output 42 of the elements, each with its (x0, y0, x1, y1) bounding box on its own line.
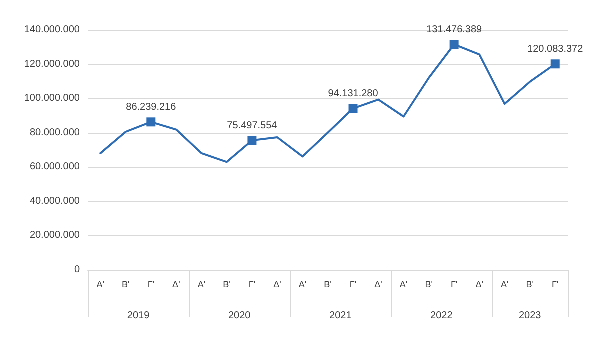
x-tick-label: A' (96, 280, 105, 290)
text: 2023 (518, 310, 542, 322)
data-label: 120.083.372 (528, 44, 584, 56)
text: 2020 (228, 310, 252, 322)
x-tick-label: B' (122, 280, 130, 290)
x-tick-label: Γ' (148, 280, 155, 290)
x-tick-label: Δ' (274, 280, 282, 290)
point (146, 118, 156, 127)
x-tick-label: Δ' (374, 280, 383, 290)
x-tick-label: A' (298, 280, 307, 290)
x-tick-label: B' (324, 280, 332, 290)
x-tick-label: B' (526, 280, 534, 290)
x-tick-label: B' (223, 280, 232, 290)
y-tick-label: 40.000.000 (30, 196, 80, 207)
data-label: 131.476.389 (426, 24, 483, 36)
y-tick-label: 60.000.000 (30, 162, 80, 173)
x-tick-label: Γ' (248, 280, 256, 290)
y-tick-label: 0 (74, 264, 80, 276)
y-tick-label: 80.000.000 (30, 127, 80, 138)
data-label: 86.239.216 (126, 102, 177, 114)
x-tick-label: Δ' (476, 280, 484, 290)
x-tick-label: A' (198, 280, 206, 290)
x-tick-label: Δ' (172, 280, 181, 290)
text: 2022 (430, 310, 454, 322)
x-tick-label: Γ' (552, 280, 559, 290)
x-tick-label: A' (500, 280, 509, 290)
text: 2019 (127, 310, 150, 322)
data-label: 75.497.554 (227, 120, 278, 132)
x-tick-label: A' (400, 280, 408, 290)
x-tick-label: Γ' (350, 280, 357, 290)
x-tick-label: Γ' (450, 280, 458, 290)
y-tick-label: 120.000.000 (24, 58, 80, 70)
text: 2021 (330, 310, 352, 322)
y-tick-label: 140.000.000 (24, 24, 80, 36)
point (248, 136, 257, 146)
y-tick-label: 20.000.000 (30, 230, 80, 242)
x-tick-label: B' (425, 280, 434, 290)
point (348, 104, 358, 114)
point (550, 60, 560, 69)
y-tick-label: 100.000.000 (24, 93, 80, 104)
data-label: 94.131.280 (328, 88, 379, 100)
point (450, 40, 459, 50)
